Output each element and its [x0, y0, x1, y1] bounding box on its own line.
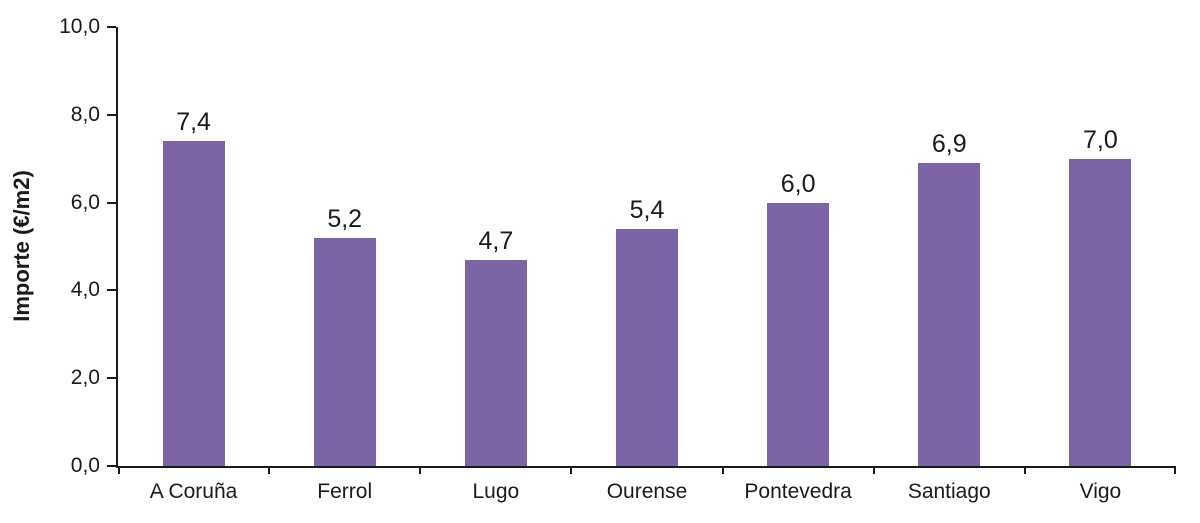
x-axis-tick: [570, 466, 573, 474]
bar-value-label: 6,9: [931, 130, 967, 159]
x-category-label: Lugo: [472, 480, 520, 503]
bar: [1069, 158, 1132, 466]
x-axis-tick: [872, 466, 875, 474]
y-tick-label: 4,0: [70, 278, 100, 302]
x-category-label: A Coruña: [149, 480, 238, 503]
x-axis-tick: [1174, 466, 1176, 474]
x-axis-tick: [721, 466, 724, 474]
x-category-label: Santiago: [907, 480, 991, 503]
y-axis-tick: [107, 113, 116, 116]
bar: [162, 141, 225, 466]
y-tick-label: 10,0: [59, 15, 100, 38]
bar: [616, 228, 678, 466]
bar-value-label: 7,4: [176, 108, 211, 137]
bar: [313, 237, 376, 466]
bar: [464, 259, 527, 466]
y-tick-label: 8,0: [70, 102, 100, 126]
bar: [767, 202, 830, 466]
x-axis-tick: [118, 466, 120, 474]
x-axis-line: [116, 466, 1176, 468]
bar-value-label: 6,0: [780, 169, 816, 198]
y-axis-tick: [107, 289, 116, 292]
x-axis-tick: [1023, 466, 1026, 474]
x-axis-tick: [268, 466, 271, 474]
bar-value-label: 4,7: [478, 226, 514, 255]
y-axis-tick: [107, 26, 116, 28]
y-tick-label: 0,0: [70, 454, 100, 477]
x-category-label: Vigo: [1079, 480, 1122, 503]
y-axis-line: [116, 27, 118, 466]
y-axis-title: Importe (€/m2): [9, 170, 34, 322]
y-tick-label: 2,0: [70, 366, 100, 390]
y-axis-tick: [107, 465, 116, 467]
y-tick-label: 6,0: [70, 190, 100, 214]
bar: [918, 163, 981, 466]
bar-value-label: 5,4: [629, 195, 665, 224]
x-axis-tick: [419, 466, 422, 474]
y-axis-tick: [107, 377, 116, 380]
y-axis-tick: [107, 201, 116, 204]
x-category-label: Pontevedra: [744, 480, 852, 503]
x-category-label: Ferrol: [317, 480, 373, 503]
plot-area: 0,0 2,0 4,0 6,0 8,0 10,0 7,4 A Coruña 5,2 Ferrol 4…: [59, 15, 1176, 503]
x-category-label: Ourense: [606, 480, 688, 503]
bar-value-label: 5,2: [327, 204, 363, 233]
bar-value-label: 7,0: [1083, 125, 1118, 154]
